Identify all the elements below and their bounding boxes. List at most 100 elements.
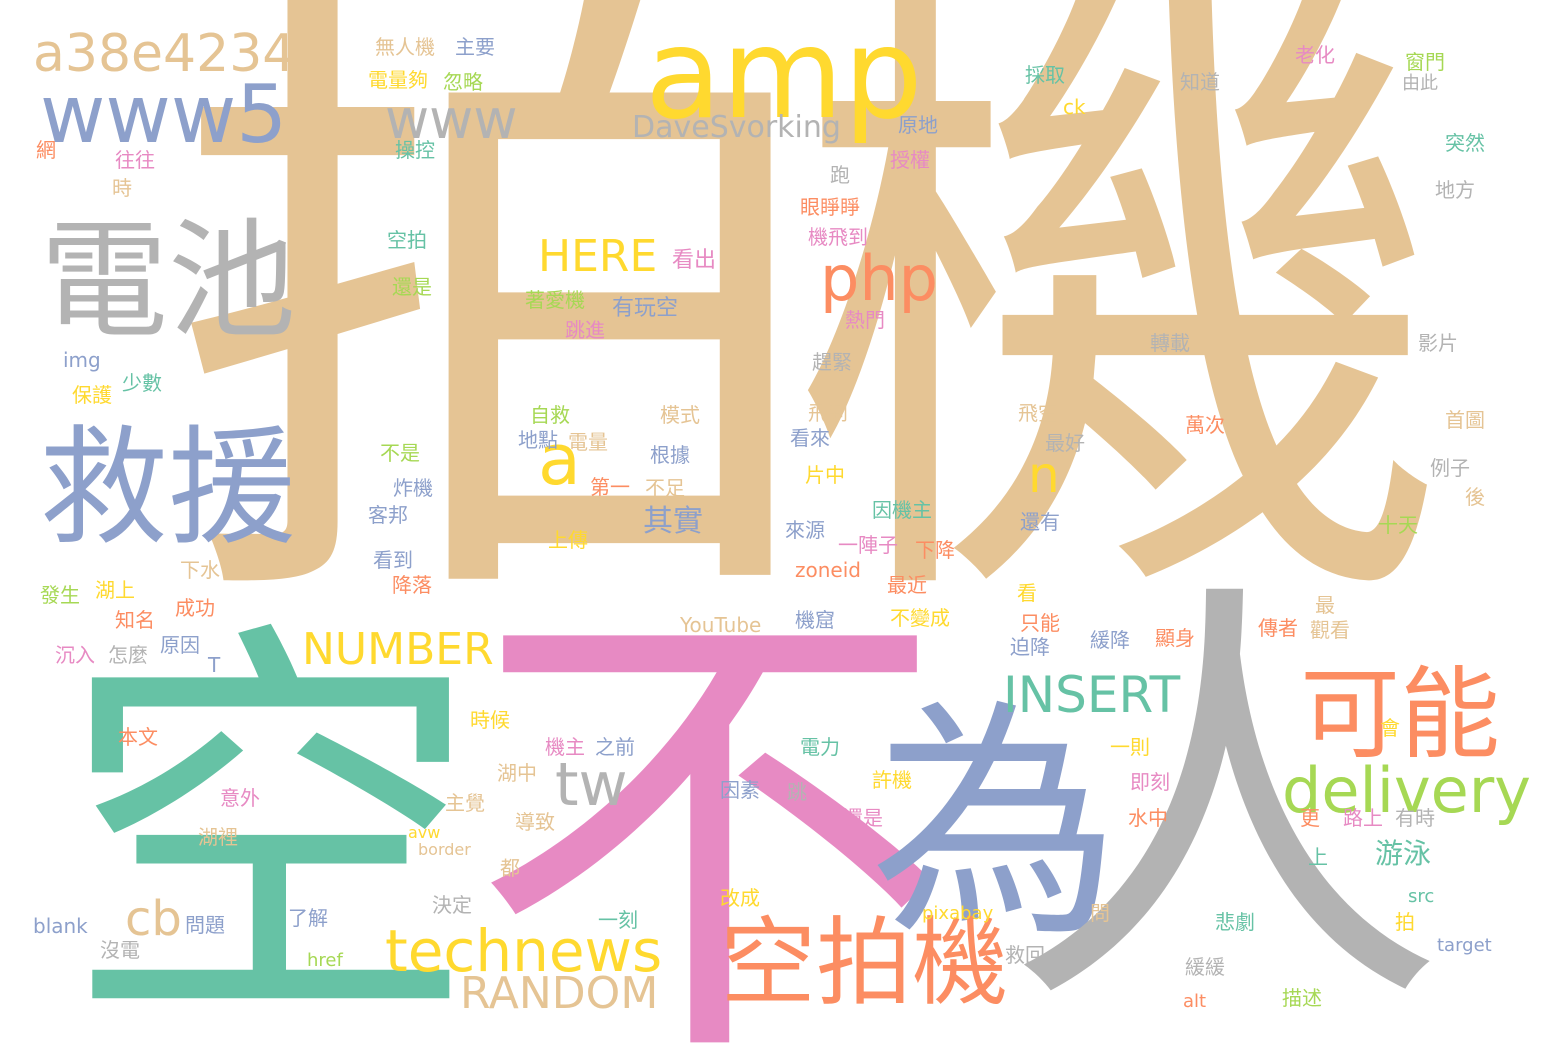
cloud-word: pixabay	[922, 903, 994, 924]
cloud-word: YouTube	[680, 613, 762, 637]
cloud-word: 空拍	[387, 228, 427, 252]
cloud-word: 救回	[1005, 943, 1045, 967]
cloud-word: 人	[1005, 549, 1445, 1052]
cloud-word: 更	[1300, 806, 1320, 830]
cloud-word: 緩降	[1090, 628, 1130, 652]
cloud-word: 拍機	[170, 0, 1450, 684]
cloud-word: 上	[1308, 845, 1328, 869]
cloud-word: 保護	[72, 383, 112, 407]
cloud-word: 最近	[887, 573, 927, 597]
cloud-word: 最好	[1045, 431, 1085, 455]
cloud-word: 飛到	[808, 401, 848, 425]
cloud-word: 看來	[790, 426, 830, 450]
cloud-word: 不是	[380, 441, 420, 465]
cloud-word: 只能	[1020, 611, 1060, 635]
cloud-word: 知名	[115, 608, 155, 632]
cloud-word: 湖裡	[198, 825, 238, 849]
cloud-word: 還有	[1020, 510, 1060, 534]
cloud-word: 空拍機	[720, 907, 1008, 1019]
cloud-word: 片中	[805, 463, 845, 487]
cloud-word: php	[820, 242, 939, 315]
cloud-word: 看出	[672, 248, 717, 273]
cloud-word: delivery	[1282, 754, 1531, 827]
cloud-word: 本文	[118, 725, 158, 749]
cloud-word: www	[385, 88, 518, 151]
cloud-word: 網	[36, 138, 56, 162]
cloud-word: 成功	[175, 596, 215, 620]
cloud-word: 救援	[40, 414, 297, 563]
cloud-word: 決定	[432, 893, 472, 917]
cloud-word: 地點	[518, 428, 558, 452]
cloud-word: 知道	[1180, 70, 1220, 94]
cloud-word: 時候	[470, 708, 510, 732]
cloud-word: 為	[870, 679, 1120, 970]
cloud-word: href	[307, 950, 343, 971]
cloud-word: 湖中	[497, 761, 537, 785]
cloud-word: 還是	[392, 275, 432, 299]
cloud-word: 原因	[160, 633, 200, 657]
cloud-word: 熱門	[845, 308, 885, 332]
cloud-word: 往往	[115, 148, 155, 172]
cloud-word: 水中	[1128, 806, 1168, 830]
cloud-word: 電池	[40, 207, 297, 356]
cloud-word: 模式	[660, 403, 700, 427]
cloud-word: amp	[645, 2, 923, 147]
cloud-word: 由此	[1402, 73, 1438, 94]
cloud-word: RANDOM	[460, 968, 659, 1019]
cloud-word: 電力	[800, 735, 840, 759]
cloud-word: blank	[33, 914, 88, 938]
cloud-word: 沒電	[100, 938, 140, 962]
cloud-word: 導致	[515, 810, 555, 834]
cloud-word: 下水	[180, 558, 220, 582]
cloud-word: 傳者	[1258, 616, 1298, 640]
cloud-word: 影片	[1418, 331, 1458, 355]
cloud-word: a	[538, 419, 581, 501]
cloud-word: 一刻	[598, 908, 638, 932]
cloud-word: 因素	[720, 778, 760, 802]
cloud-word: 即刻	[1130, 770, 1170, 794]
cloud-word: alt	[1183, 991, 1207, 1012]
cloud-word: 跳進	[565, 318, 605, 342]
cloud-word: 有時	[1395, 806, 1435, 830]
cloud-word: 機主	[545, 735, 585, 759]
cloud-word: 操控	[395, 138, 435, 162]
cloud-word: 湖上	[95, 578, 135, 602]
cloud-word: 路上	[1343, 806, 1383, 830]
cloud-word: 少數	[122, 371, 162, 395]
cloud-word: 電量	[568, 430, 608, 454]
cloud-word: 客邦	[368, 503, 408, 527]
cloud-word: src	[1408, 886, 1435, 907]
cloud-word: n	[1028, 446, 1060, 504]
cloud-word: border	[418, 840, 471, 859]
cloud-word: 降落	[392, 573, 432, 597]
cloud-word: 老化	[1295, 43, 1335, 67]
cloud-word: 因機主	[872, 498, 932, 522]
cloud-word: 不變成	[890, 606, 950, 630]
cloud-word: 不	[470, 560, 950, 1052]
cloud-word: 主要	[455, 35, 495, 59]
cloud-word: 忽略	[443, 70, 483, 94]
cloud-word: 無人機	[375, 35, 435, 59]
cloud-word: HERE	[538, 231, 658, 282]
cloud-word: 主覺	[445, 791, 485, 815]
cloud-word: 時	[112, 176, 132, 200]
cloud-word: 轉載	[1150, 331, 1190, 355]
cloud-word: 十天	[1378, 513, 1418, 537]
cloud-word: NUMBER	[302, 624, 494, 675]
cloud-word: 飛空	[1018, 401, 1058, 425]
cloud-word: 游泳	[1375, 837, 1432, 870]
cloud-word: 怎麼	[108, 643, 148, 667]
cloud-word: 了解	[288, 906, 328, 930]
cloud-word: 根據	[650, 443, 690, 467]
cloud-word: 不足	[645, 476, 685, 500]
cloud-word: 改成	[720, 886, 760, 910]
cloud-word: 著愛機	[525, 288, 585, 312]
cloud-word: 有玩空	[612, 296, 679, 321]
cloud-word: 炸機	[393, 476, 433, 500]
cloud-word: 一半	[1048, 231, 1088, 255]
cloud-word: 顯身	[1155, 626, 1195, 650]
cloud-word: cb	[125, 891, 182, 947]
cloud-word: www5	[40, 68, 288, 161]
cloud-word: 看	[1017, 581, 1037, 605]
